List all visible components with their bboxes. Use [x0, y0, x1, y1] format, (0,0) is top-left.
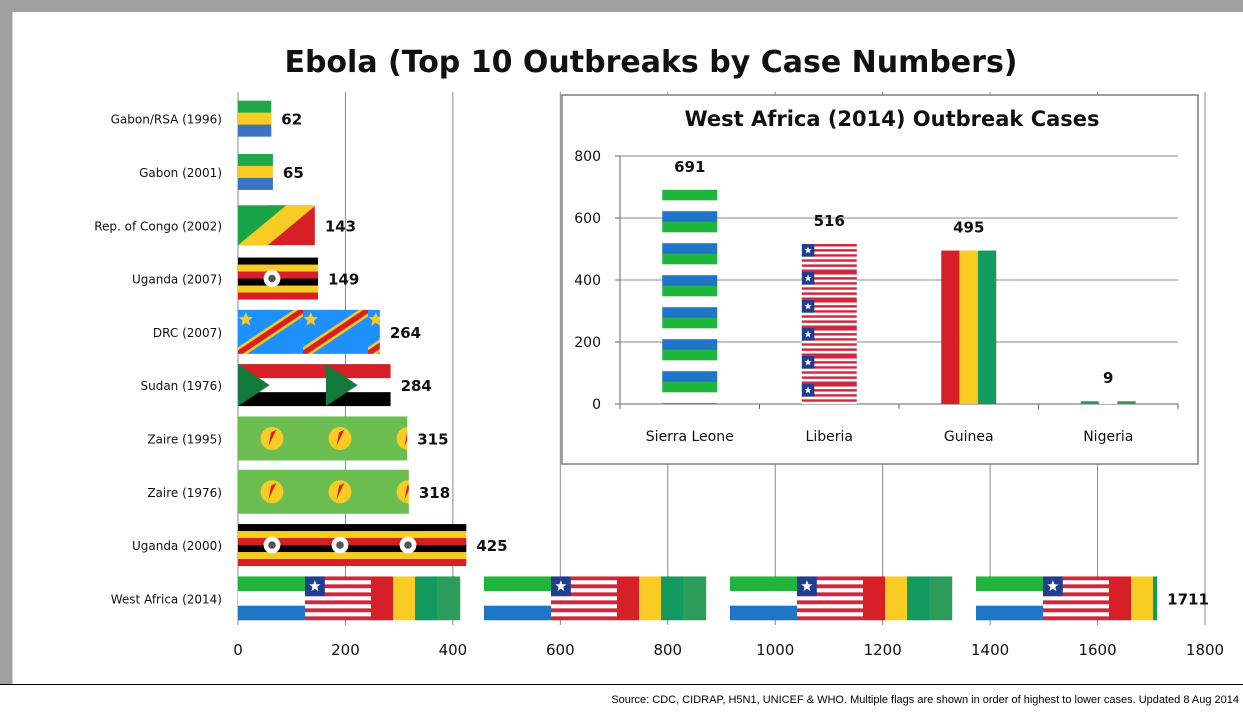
main-bar [238, 205, 315, 246]
inset-bar [801, 244, 857, 404]
main-value-labels: 62 65 143 149 264 284 315 318 425 1711 [281, 111, 1209, 609]
main-bar [238, 153, 273, 190]
main-x-tick-label: 0 [233, 641, 243, 659]
main-category-label: West Africa (2014) [111, 592, 222, 606]
inset-category-labels: Sierra Leone Liberia Guinea Nigeria [646, 429, 1134, 445]
main-x-tick-label: 400 [439, 641, 468, 659]
main-category-label: Rep. of Congo (2002) [94, 219, 222, 233]
inset-bar [941, 250, 997, 404]
source-footer: Source: CDC, CIDRAP, H5N1, UNICEF & WHO.… [0, 684, 1243, 720]
main-x-tick-label: 1000 [756, 641, 794, 659]
inset-bars [662, 189, 1136, 404]
main-x-tick-label: 1200 [864, 641, 902, 659]
inset-value-label: 691 [674, 158, 705, 176]
main-chart: Ebola (Top 10 Outbreaks by Case Numbers)… [94, 45, 1224, 659]
source-note: Source: CDC, CIDRAP, H5N1, UNICEF & WHO.… [611, 694, 1239, 706]
inset-value-label: 495 [953, 219, 984, 237]
window-top-border [0, 0, 1243, 12]
window-left-border [0, 0, 12, 684]
main-x-tick-label: 200 [331, 641, 360, 659]
main-x-tick-label: 600 [546, 641, 575, 659]
inset-y-tick-label: 0 [592, 397, 601, 413]
main-value-label: 315 [417, 430, 448, 448]
main-x-tick-labels: 0 200 400 600 800 1000 1200 1400 1600 1800 [233, 641, 1224, 659]
main-x-tick-label: 1400 [971, 641, 1009, 659]
main-category-label: Gabon/RSA (1996) [111, 113, 222, 127]
chart-area: Ebola (Top 10 Outbreaks by Case Numbers)… [12, 12, 1243, 684]
main-value-label: 143 [325, 217, 356, 235]
main-category-label: Uganda (2007) [132, 273, 222, 287]
main-category-label: Zaire (1995) [147, 432, 222, 446]
main-x-tick-label: 1800 [1186, 641, 1224, 659]
inset-y-tick-label: 800 [574, 149, 601, 165]
main-category-label: DRC (2007) [153, 326, 222, 340]
main-value-label: 318 [419, 484, 450, 502]
main-category-label: Sudan (1976) [140, 379, 222, 393]
main-value-label: 149 [328, 271, 359, 289]
inset-y-tick-labels: 0 200 400 600 800 [574, 149, 601, 413]
inset-category-label: Nigeria [1083, 429, 1133, 445]
inset-category-label: Liberia [806, 429, 853, 445]
inset-value-label: 9 [1103, 369, 1113, 387]
window-right-edge [1236, 12, 1243, 684]
inset-y-tick-label: 400 [574, 273, 601, 289]
main-x-tick-label: 800 [653, 641, 682, 659]
main-value-label: 264 [390, 324, 421, 342]
main-bar [238, 100, 272, 137]
main-value-label: 1711 [1167, 590, 1209, 608]
inset-category-label: Guinea [944, 429, 994, 445]
main-value-label: 65 [283, 164, 304, 182]
main-bar [238, 576, 1158, 621]
inset-y-tick-label: 600 [574, 211, 601, 227]
main-x-tick-label: 1600 [1078, 641, 1116, 659]
inset-y-tick-label: 200 [574, 335, 601, 351]
inset-category-label: Sierra Leone [646, 429, 734, 445]
main-bar [238, 309, 380, 354]
main-category-labels: Gabon/RSA (1996) Gabon (2001) Rep. of Cong… [94, 113, 222, 607]
main-bar [238, 524, 467, 567]
main-chart-title: Ebola (Top 10 Outbreaks by Case Numbers) [284, 45, 1017, 80]
inset-bar [662, 189, 718, 404]
inset-chart-title: West Africa (2014) Outbreak Cases [684, 107, 1099, 131]
inset-value-label: 516 [814, 212, 845, 230]
main-bar [238, 469, 409, 514]
main-value-label: 284 [401, 377, 432, 395]
main-bar [238, 257, 319, 300]
main-category-label: Gabon (2001) [139, 166, 222, 180]
inset-bar [1080, 401, 1136, 404]
main-value-label: 425 [476, 537, 507, 555]
main-bar [238, 364, 391, 407]
main-category-label: Uganda (2000) [132, 539, 222, 553]
main-value-label: 62 [281, 111, 302, 129]
main-bars [238, 100, 1158, 621]
main-bar [238, 416, 408, 461]
main-category-label: Zaire (1976) [147, 486, 222, 500]
inset-value-labels: 691 516 495 9 [674, 158, 1113, 387]
